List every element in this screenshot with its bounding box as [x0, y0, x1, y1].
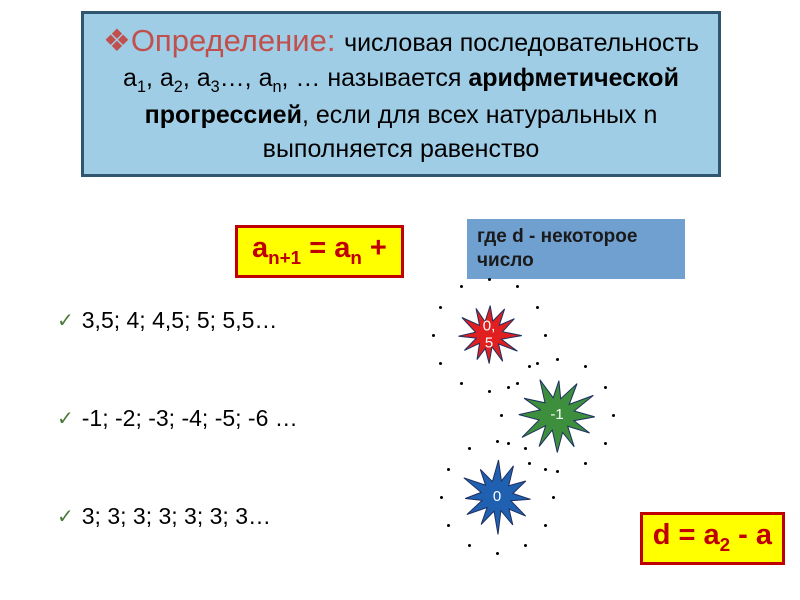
sequence-2: ✓-1; -2; -3; -4; -5; -6 …: [57, 405, 298, 432]
answer-2-label: -1: [550, 407, 563, 424]
sequence-3: ✓3; 3; 3; 3; 3; 3; 3…: [57, 503, 271, 530]
answer-1-label: 0,5: [483, 319, 496, 352]
slide-canvas: ❖Определение: числовая последовательност…: [17, 5, 783, 577]
sequence-1: ✓3,5; 4; 4,5; 5; 5,5…: [57, 307, 277, 334]
answer-3-label: 0: [493, 489, 501, 506]
recurrence-formula: an+1 = аn +: [235, 225, 404, 278]
check-icon: ✓: [57, 504, 74, 529]
definition-box: ❖Определение: числовая последовательност…: [81, 11, 721, 177]
difference-formula: d = a2 - a: [640, 512, 785, 565]
definition-title: ❖Определение:: [103, 23, 344, 58]
where-d-note: где d - некоторое число: [467, 219, 685, 279]
check-icon: ✓: [57, 406, 74, 431]
where-d-text: где d - некоторое число: [477, 226, 637, 271]
check-icon: ✓: [57, 308, 74, 333]
answer-burst-3: 0: [437, 437, 557, 557]
